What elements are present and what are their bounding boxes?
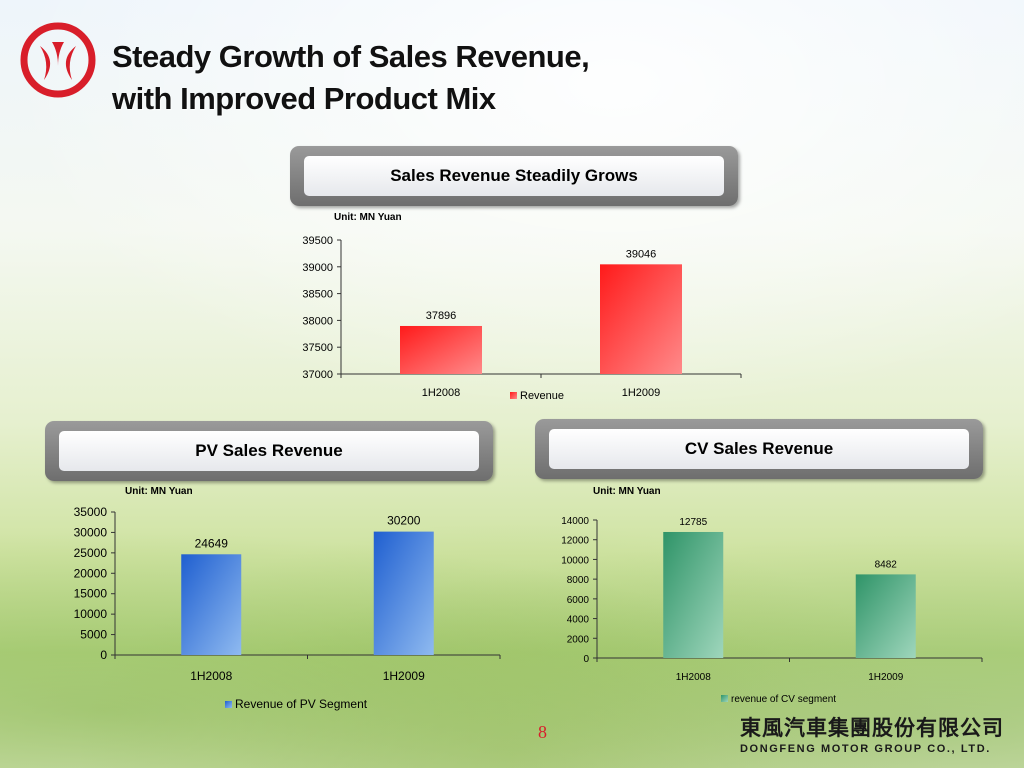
cv-y-tick-label: 2000 bbox=[567, 634, 590, 645]
cv-data-label: 12785 bbox=[679, 517, 707, 528]
cv-y-tick-label: 8000 bbox=[567, 575, 590, 586]
cv-data-label: 8482 bbox=[875, 559, 898, 570]
pv-y-tick-label: 15000 bbox=[74, 587, 108, 601]
cv-category-label: 1H2008 bbox=[676, 672, 711, 683]
banner-cv-revenue-label: CV Sales Revenue bbox=[549, 429, 969, 469]
cv-y-tick-label: 6000 bbox=[567, 595, 590, 606]
revenue-y-tick-label: 38500 bbox=[302, 289, 333, 301]
banner-pv-revenue: PV Sales Revenue bbox=[45, 421, 493, 481]
cv-category-label: 1H2009 bbox=[868, 672, 903, 683]
pv-y-tick-label: 20000 bbox=[74, 566, 108, 580]
cv-y-tick-label: 12000 bbox=[561, 536, 589, 547]
revenue-data-label: 37896 bbox=[426, 310, 457, 322]
pv-bar bbox=[181, 554, 242, 655]
cv-y-tick-label: 14000 bbox=[561, 516, 589, 527]
revenue-y-tick-label: 37000 bbox=[302, 369, 333, 381]
unit-label-revenue: Unit: MN Yuan bbox=[334, 212, 402, 223]
pv-category-label: 1H2008 bbox=[190, 669, 232, 683]
revenue-y-tick-label: 39000 bbox=[302, 262, 333, 274]
revenue-bar-chart: 37000 37500 38000 38500 39000 39500 37896 1H200… bbox=[302, 235, 742, 402]
unit-label-pv: Unit: MN Yuan bbox=[125, 486, 193, 497]
revenue-category-label: 1H2008 bbox=[422, 387, 461, 399]
background-grass bbox=[0, 480, 1024, 768]
company-name-english: DONGFENG MOTOR GROUP CO., LTD. bbox=[740, 743, 991, 755]
slide-title: Steady Growth of Sales Revenue, with Imp… bbox=[112, 36, 590, 120]
company-name-chinese: 東風汽車集團股份有限公司 bbox=[740, 717, 1004, 740]
company-logo-text: 東風汽車集團股份有限公司 DONGFENG MOTOR GROUP CO., L… bbox=[740, 712, 1004, 755]
banner-sales-revenue-label: Sales Revenue Steadily Grows bbox=[304, 156, 724, 196]
cv-y-tick-label: 0 bbox=[583, 654, 589, 665]
pv-y-tick-label: 25000 bbox=[74, 546, 108, 560]
unit-label-cv: Unit: MN Yuan bbox=[593, 486, 661, 497]
pv-data-label: 30200 bbox=[387, 514, 421, 528]
revenue-data-label: 39046 bbox=[626, 248, 657, 260]
slide-title-line-1: Steady Growth of Sales Revenue, bbox=[112, 39, 590, 74]
cv-y-tick-label: 4000 bbox=[567, 615, 590, 626]
background-sky bbox=[0, 0, 1024, 420]
cv-legend-label: revenue of CV segment bbox=[731, 694, 836, 705]
pv-legend-swatch bbox=[225, 701, 232, 708]
revenue-bar bbox=[600, 264, 682, 374]
pv-y-tick-label: 0 bbox=[100, 648, 107, 662]
pv-revenue-bar-chart: 0 5000 10000 15000 20000 25000 30000 35000 24649… bbox=[74, 505, 501, 711]
revenue-y-tick-label: 37500 bbox=[302, 342, 333, 354]
revenue-y-tick-label: 39500 bbox=[302, 235, 333, 247]
banner-cv-revenue: CV Sales Revenue bbox=[535, 419, 983, 479]
banner-sales-revenue: Sales Revenue Steadily Grows bbox=[290, 146, 738, 206]
revenue-legend-label: Revenue bbox=[520, 390, 564, 402]
pv-bar bbox=[373, 531, 434, 655]
revenue-bar bbox=[400, 325, 482, 374]
revenue-y-tick-label: 38000 bbox=[302, 315, 333, 327]
pv-y-tick-label: 35000 bbox=[74, 505, 108, 519]
pv-y-tick-label: 30000 bbox=[74, 525, 108, 539]
pv-data-label: 24649 bbox=[195, 536, 229, 550]
pv-legend-label: Revenue of PV Segment bbox=[235, 697, 368, 711]
cv-y-tick-label: 10000 bbox=[561, 555, 589, 566]
dongfeng-logo-icon bbox=[20, 22, 96, 98]
cv-bar bbox=[663, 531, 724, 658]
pv-y-tick-label: 10000 bbox=[74, 607, 108, 621]
pv-category-label: 1H2009 bbox=[383, 669, 425, 683]
pv-y-tick-label: 5000 bbox=[80, 628, 107, 642]
revenue-category-label: 1H2009 bbox=[622, 387, 661, 399]
slide-title-line-2: with Improved Product Mix bbox=[112, 81, 496, 116]
cv-bar bbox=[855, 574, 916, 658]
cv-revenue-bar-chart: 0 2000 4000 6000 8000 10000 12000 14000 12785 1H2… bbox=[561, 516, 983, 705]
revenue-legend-swatch bbox=[510, 392, 517, 399]
banner-pv-revenue-label: PV Sales Revenue bbox=[59, 431, 479, 471]
page-number: 8 bbox=[538, 722, 547, 742]
cv-legend-swatch bbox=[721, 695, 728, 702]
